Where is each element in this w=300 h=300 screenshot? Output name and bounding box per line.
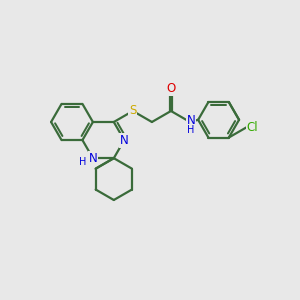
Text: S: S [129,104,137,118]
Text: O: O [166,82,176,95]
Text: N: N [187,115,195,128]
Text: Cl: Cl [247,121,258,134]
Text: N: N [120,134,129,147]
Text: H: H [79,157,87,167]
Text: N: N [88,152,97,165]
Text: H: H [187,125,195,135]
